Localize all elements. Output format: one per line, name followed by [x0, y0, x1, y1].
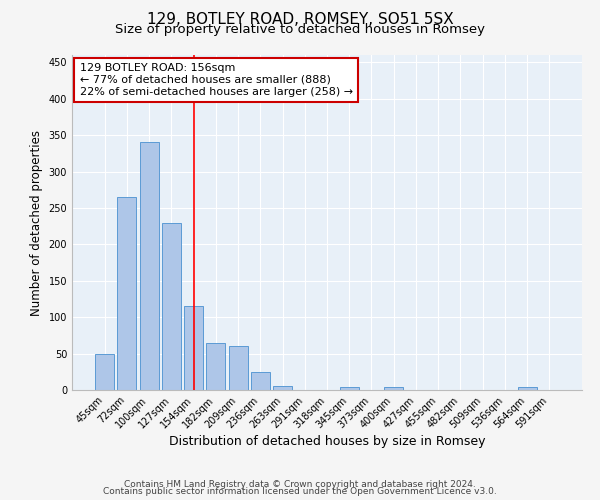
Y-axis label: Number of detached properties: Number of detached properties [30, 130, 43, 316]
Bar [162, 222, 181, 390]
Text: 129 BOTLEY ROAD: 156sqm
← 77% of detached houses are smaller (888)
22% of semi-d: 129 BOTLEY ROAD: 156sqm ← 77% of detache… [80, 64, 353, 96]
Bar [140, 142, 158, 390]
Bar [518, 387, 536, 390]
X-axis label: Distribution of detached houses by size in Romsey: Distribution of detached houses by size … [169, 436, 485, 448]
Text: Size of property relative to detached houses in Romsey: Size of property relative to detached ho… [115, 22, 485, 36]
Bar [118, 197, 136, 390]
Bar [229, 346, 248, 390]
Text: Contains public sector information licensed under the Open Government Licence v3: Contains public sector information licen… [103, 487, 497, 496]
Text: 129, BOTLEY ROAD, ROMSEY, SO51 5SX: 129, BOTLEY ROAD, ROMSEY, SO51 5SX [146, 12, 454, 28]
Bar [251, 372, 270, 390]
Bar [273, 386, 292, 390]
Bar [206, 342, 225, 390]
Bar [340, 387, 359, 390]
Bar [95, 354, 114, 390]
Bar [184, 306, 203, 390]
Text: Contains HM Land Registry data © Crown copyright and database right 2024.: Contains HM Land Registry data © Crown c… [124, 480, 476, 489]
Bar [384, 387, 403, 390]
